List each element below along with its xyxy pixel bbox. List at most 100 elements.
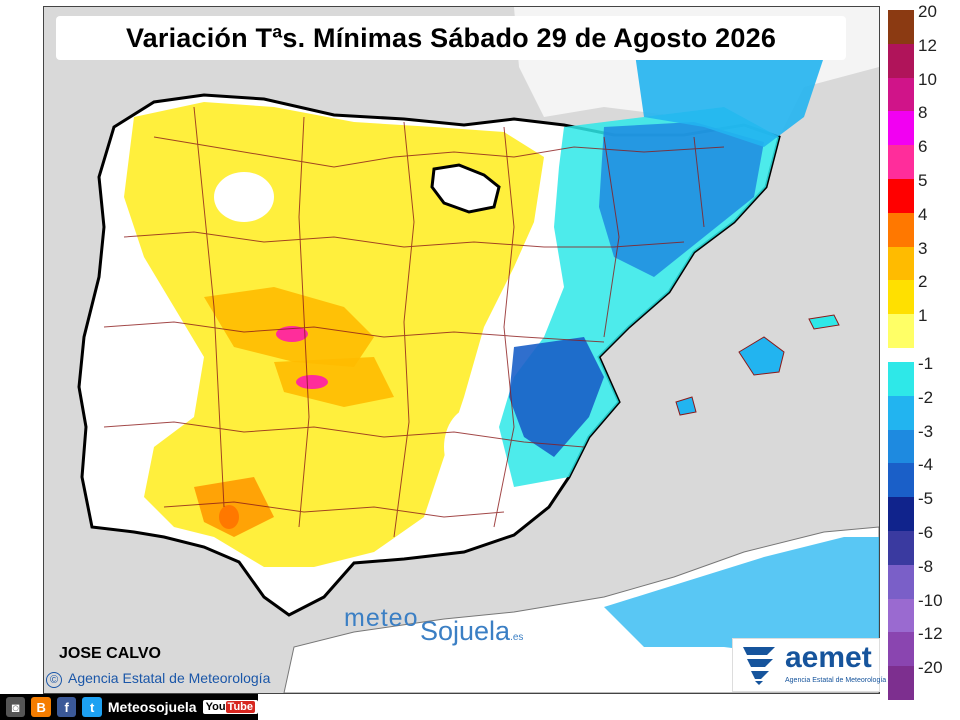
legend-row: 6 [888,137,958,180]
legend-swatch [888,362,914,396]
aemet-symbol-icon [743,647,775,685]
aemet-brand: aemet [785,641,872,674]
legend-swatch [888,179,914,213]
legend-row: -1 [888,354,958,396]
watermark-part2: Sojuela [420,616,511,646]
legend-label: -1 [918,354,934,373]
aemet-logo[interactable]: aemet Agencia Estatal de Meteorología [732,638,886,692]
legend-row: -20 [888,658,958,701]
legend-row: -10 [888,591,958,633]
legend-swatch [888,666,914,701]
legend-row: 4 [888,205,958,247]
legend-swatch [888,463,914,498]
meteosojuela-watermark: meteo Sojuela.es [344,604,523,646]
map-frame [43,6,880,694]
youtube-prefix: You [205,701,226,713]
twitter-icon[interactable]: t [82,697,102,717]
legend-swatch [888,43,914,78]
legend-label: -2 [918,387,934,407]
province-boundaries [103,106,725,538]
warm-anomaly-peak-c [219,505,239,529]
legend-label: 10 [918,69,937,89]
aemet-subtitle: Agencia Estatal de Meteorología [785,677,887,684]
copyright-text: Agencia Estatal de Meteorología [68,670,271,686]
legend-row: -12 [888,624,958,667]
cold-anomaly-deep-blue [509,337,604,457]
youtube-suffix: Tube [225,701,256,713]
legend-label: -3 [918,421,934,441]
legend-label: -4 [918,455,934,475]
legend-swatch [888,280,914,315]
legend-row: -6 [888,523,958,565]
legend-swatch [888,395,914,430]
warm-anomaly-peak-b [296,375,328,389]
legend-row: 10 [888,70,958,112]
legend-row: -2 [888,388,958,430]
legend-swatch [888,10,914,44]
legend-label: 1 [918,306,928,326]
ibiza-island [675,396,697,416]
legend-swatch [888,598,914,633]
legend-row: 20 [888,2,958,44]
legend-label: 20 [918,2,937,21]
legend-row: 2 [888,272,958,315]
legend-swatch [888,429,914,464]
map-title: Variación Tªs. Mínimas Sábado 29 de Agos… [56,16,846,60]
watermark-part2-wrap: Sojuela.es [420,616,523,647]
legend-row: -5 [888,489,958,532]
legend-swatch [888,564,914,599]
legend-label: 2 [918,272,928,292]
legend-label: 3 [918,238,928,258]
blogger-icon[interactable]: B [31,697,51,717]
legend-row: 8 [888,103,958,146]
legend-label: -8 [918,556,934,576]
facebook-icon[interactable]: f [56,697,77,717]
map-canvas [77,7,879,693]
author-label: JOSE CALVO [59,645,161,662]
copyright-notice: © Agencia Estatal de Meteorología [46,670,270,688]
legend-label: 8 [918,103,928,123]
legend-label: -6 [918,523,934,542]
copyright-icon: © [46,672,62,688]
neutral-patch-a [104,327,174,447]
warm-anomaly-orange-b [274,357,394,407]
social-handle[interactable]: Meteosojuela [107,699,197,715]
legend-row: 3 [888,239,958,281]
mallorca-island [738,336,785,376]
legend-label: 6 [918,137,928,157]
menorca-island [808,314,840,330]
camera-icon[interactable]: ◙ [6,697,26,717]
cold-anomaly-blue [599,122,764,277]
legend-swatch [888,314,914,349]
legend-row: 1 [888,306,958,349]
watermark-part1: meteo [344,604,419,632]
la-rioja-region [430,163,501,214]
legend-swatch [888,632,914,667]
neutral-patch-c [214,172,274,222]
legend-row: -3 [888,422,958,464]
neutral-patch-b [444,407,504,487]
legend-label: -5 [918,489,934,509]
social-bar: ◙ B f t Meteosojuela You Tube [0,694,259,720]
legend-swatch [888,77,914,112]
legend-swatch [888,111,914,146]
warm-anomaly-peak-a [276,326,308,342]
cold-anomaly-africa [604,537,879,657]
legend-label: -20 [918,658,943,678]
legend-label: 12 [918,35,937,55]
legend-swatch [888,531,914,565]
legend-row: 12 [888,36,958,78]
color-legend: 20 12 10 8 6 5 4 3 2 1 -1 -2 -3 -4 -5 -6 -8 -10 -12 -20 [888,2,958,701]
legend-label: -12 [918,624,943,644]
legend-swatch [888,145,914,180]
youtube-badge[interactable]: You Tube [202,700,259,714]
legend-label: 5 [918,171,928,190]
legend-swatch [888,246,914,281]
legend-row: -4 [888,455,958,498]
legend-swatch [888,212,914,247]
legend-label: -10 [918,590,943,610]
legend-row: -8 [888,557,958,599]
legend-row: 5 [888,171,958,213]
legend-label: 4 [918,204,928,224]
legend-swatch [888,497,914,532]
